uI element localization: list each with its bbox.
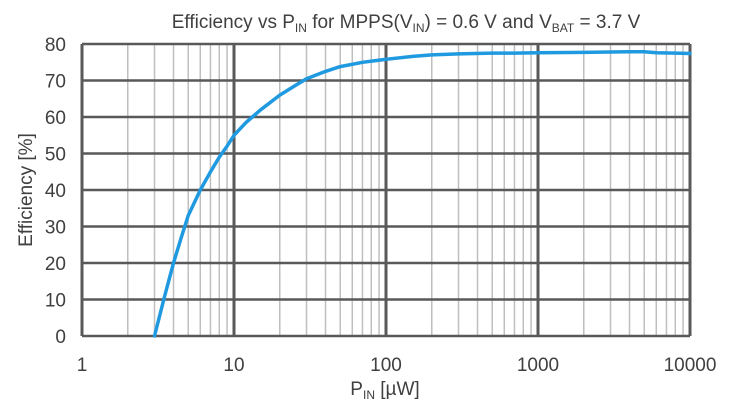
- y-axis-label: Efficiency [%]: [16, 133, 37, 247]
- x-tick-label: 100: [370, 355, 402, 376]
- major-grid: [80, 42, 692, 338]
- series-layer: [152, 49, 692, 338]
- y-tick-label: 40: [45, 181, 66, 202]
- y-tick-label: 20: [45, 254, 66, 275]
- y-tick-label: 60: [45, 108, 66, 129]
- y-tick-label: 30: [45, 218, 66, 239]
- chart-title: Efficiency vs PIN for MPPS(VIN) = 0.6 V …: [172, 12, 641, 35]
- efficiency-series-line: [152, 49, 692, 338]
- y-tick-label: 0: [55, 327, 66, 348]
- y-tick-label: 50: [45, 145, 66, 166]
- x-tick-label: 10000: [664, 355, 717, 376]
- x-tick-label: 10: [223, 355, 244, 376]
- tick-labels: 0 10 20 30 40 50 60 70 80 1 10 100 1000 10000: [45, 35, 717, 376]
- x-tick-label: 1: [77, 355, 88, 376]
- y-tick-label: 10: [45, 291, 66, 312]
- y-tick-label: 80: [45, 35, 66, 56]
- x-tick-label: 1000: [517, 355, 559, 376]
- y-tick-label: 70: [45, 72, 66, 93]
- x-axis-label: PIN [µW]: [350, 379, 419, 400]
